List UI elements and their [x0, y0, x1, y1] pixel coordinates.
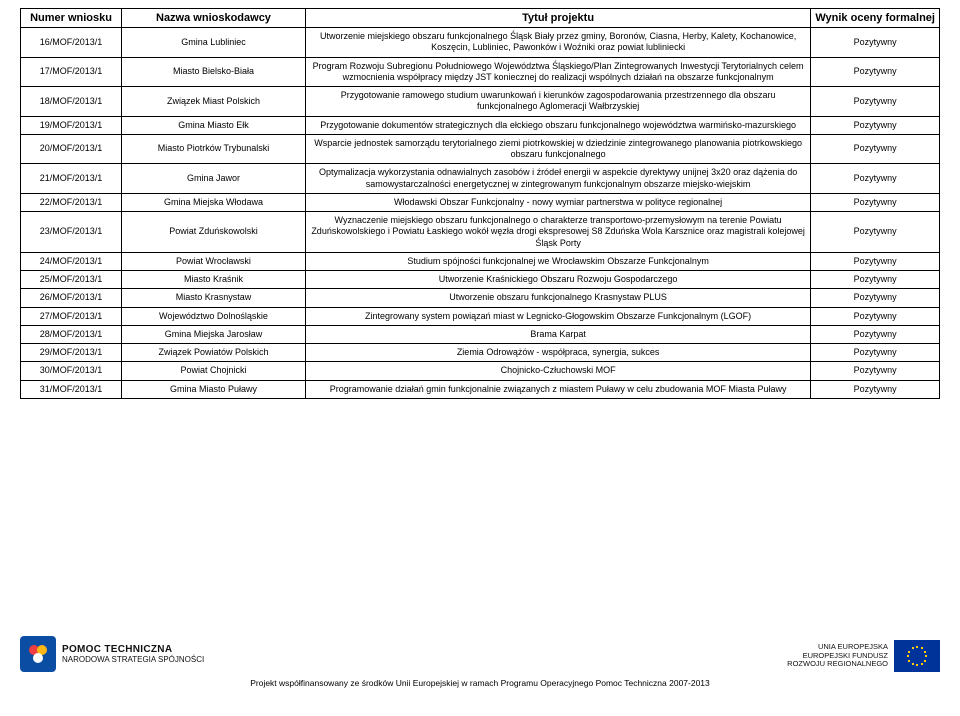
cell-num: 30/MOF/2013/1: [21, 362, 122, 380]
pt-logo-text: POMOC TECHNICZNA NARODOWA STRATEGIA SPÓJ…: [62, 644, 204, 665]
col-header-name: Nazwa wnioskodawcy: [122, 9, 306, 28]
table-row: 26/MOF/2013/1Miasto KrasnystawUtworzenie…: [21, 289, 940, 307]
cell-name: Powiat Chojnicki: [122, 362, 306, 380]
table-row: 29/MOF/2013/1Związek Powiatów PolskichZi…: [21, 344, 940, 362]
cell-title: Przygotowanie dokumentów strategicznych …: [305, 116, 810, 134]
cell-title: Wyznaczenie miejskiego obszaru funkcjona…: [305, 212, 810, 253]
cell-result: Pozytywny: [811, 57, 940, 87]
cell-result: Pozytywny: [811, 134, 940, 164]
cell-title: Chojnicko-Człuchowski MOF: [305, 362, 810, 380]
col-header-title: Tytuł projektu: [305, 9, 810, 28]
table-row: 30/MOF/2013/1Powiat ChojnickiChojnicko-C…: [21, 362, 940, 380]
cell-num: 26/MOF/2013/1: [21, 289, 122, 307]
cell-title: Utworzenie Kraśnickiego Obszaru Rozwoju …: [305, 271, 810, 289]
cell-name: Gmina Miasto Ełk: [122, 116, 306, 134]
cell-num: 31/MOF/2013/1: [21, 380, 122, 398]
footer-logos: POMOC TECHNICZNA NARODOWA STRATEGIA SPÓJ…: [20, 636, 940, 672]
table-row: 19/MOF/2013/1Gmina Miasto EłkPrzygotowan…: [21, 116, 940, 134]
cell-name: Związek Powiatów Polskich: [122, 344, 306, 362]
pt-logo-bot: NARODOWA STRATEGIA SPÓJNOŚCI: [62, 655, 204, 664]
cell-title: Brama Karpat: [305, 325, 810, 343]
table-row: 25/MOF/2013/1Miasto KraśnikUtworzenie Kr…: [21, 271, 940, 289]
cell-num: 27/MOF/2013/1: [21, 307, 122, 325]
cell-name: Miasto Kraśnik: [122, 271, 306, 289]
table-row: 18/MOF/2013/1Związek Miast PolskichPrzyg…: [21, 87, 940, 117]
page: Numer wniosku Nazwa wnioskodawcy Tytuł p…: [0, 0, 960, 399]
table-row: 24/MOF/2013/1Powiat WrocławskiStudium sp…: [21, 252, 940, 270]
cell-result: Pozytywny: [811, 307, 940, 325]
table-row: 20/MOF/2013/1Miasto Piotrków Trybunalski…: [21, 134, 940, 164]
cell-num: 29/MOF/2013/1: [21, 344, 122, 362]
cell-result: Pozytywny: [811, 164, 940, 194]
table-row: 22/MOF/2013/1Gmina Miejska WłodawaWłodaw…: [21, 193, 940, 211]
cell-result: Pozytywny: [811, 325, 940, 343]
eu-text-3: ROZWOJU REGIONALNEGO: [787, 660, 888, 669]
cell-result: Pozytywny: [811, 380, 940, 398]
cell-num: 25/MOF/2013/1: [21, 271, 122, 289]
logo-pomoc-techniczna: POMOC TECHNICZNA NARODOWA STRATEGIA SPÓJ…: [20, 636, 204, 672]
cell-title: Przygotowanie ramowego studium uwarunkow…: [305, 87, 810, 117]
logo-eu: UNIA EUROPEJSKA EUROPEJSKI FUNDUSZ ROZWO…: [787, 640, 940, 672]
cell-num: 22/MOF/2013/1: [21, 193, 122, 211]
table-row: 17/MOF/2013/1Miasto Bielsko-BiałaProgram…: [21, 57, 940, 87]
cell-name: Miasto Krasnystaw: [122, 289, 306, 307]
cell-name: Powiat Zduńskowolski: [122, 212, 306, 253]
col-header-num: Numer wniosku: [21, 9, 122, 28]
cell-name: Miasto Bielsko-Biała: [122, 57, 306, 87]
table-row: 23/MOF/2013/1Powiat ZduńskowolskiWyznacz…: [21, 212, 940, 253]
cell-num: 20/MOF/2013/1: [21, 134, 122, 164]
cell-result: Pozytywny: [811, 271, 940, 289]
cell-name: Gmina Lubliniec: [122, 28, 306, 58]
col-header-result: Wynik oceny formalnej: [811, 9, 940, 28]
cell-result: Pozytywny: [811, 289, 940, 307]
cell-result: Pozytywny: [811, 28, 940, 58]
cell-title: Ziemia Odrowążów - współpraca, synergia,…: [305, 344, 810, 362]
table-row: 31/MOF/2013/1Gmina Miasto PuławyProgramo…: [21, 380, 940, 398]
cell-num: 21/MOF/2013/1: [21, 164, 122, 194]
pt-logo-icon: [20, 636, 56, 672]
cell-title: Zintegrowany system powiązań miast w Leg…: [305, 307, 810, 325]
footer-cofinance-line: Projekt współfinansowany ze środków Unii…: [20, 678, 940, 688]
cell-title: Włodawski Obszar Funkcjonalny - nowy wym…: [305, 193, 810, 211]
cell-num: 28/MOF/2013/1: [21, 325, 122, 343]
footer: POMOC TECHNICZNA NARODOWA STRATEGIA SPÓJ…: [0, 636, 960, 716]
cell-title: Program Rozwoju Subregionu Południowego …: [305, 57, 810, 87]
cell-result: Pozytywny: [811, 87, 940, 117]
cell-name: Gmina Miejska Jarosław: [122, 325, 306, 343]
cell-result: Pozytywny: [811, 362, 940, 380]
cell-result: Pozytywny: [811, 212, 940, 253]
eu-logo-text: UNIA EUROPEJSKA EUROPEJSKI FUNDUSZ ROZWO…: [787, 643, 888, 669]
table-header-row: Numer wniosku Nazwa wnioskodawcy Tytuł p…: [21, 9, 940, 28]
cell-title: Programowanie działań gmin funkcjonalnie…: [305, 380, 810, 398]
cell-result: Pozytywny: [811, 193, 940, 211]
cell-title: Optymalizacja wykorzystania odnawialnych…: [305, 164, 810, 194]
table-row: 16/MOF/2013/1Gmina LubliniecUtworzenie m…: [21, 28, 940, 58]
cell-result: Pozytywny: [811, 116, 940, 134]
cell-name: Gmina Jawor: [122, 164, 306, 194]
eu-flag-icon: [894, 640, 940, 672]
cell-num: 24/MOF/2013/1: [21, 252, 122, 270]
cell-title: Utworzenie miejskiego obszaru funkcjonal…: [305, 28, 810, 58]
pt-logo-top: POMOC TECHNICZNA: [62, 644, 204, 656]
cell-title: Studium spójności funkcjonalnej we Wrocł…: [305, 252, 810, 270]
cell-num: 16/MOF/2013/1: [21, 28, 122, 58]
cell-name: Województwo Dolnośląskie: [122, 307, 306, 325]
cell-num: 19/MOF/2013/1: [21, 116, 122, 134]
cell-num: 23/MOF/2013/1: [21, 212, 122, 253]
cell-name: Gmina Miasto Puławy: [122, 380, 306, 398]
cell-result: Pozytywny: [811, 252, 940, 270]
table-row: 28/MOF/2013/1Gmina Miejska JarosławBrama…: [21, 325, 940, 343]
cell-num: 17/MOF/2013/1: [21, 57, 122, 87]
cell-name: Gmina Miejska Włodawa: [122, 193, 306, 211]
cell-title: Wsparcie jednostek samorządu terytorialn…: [305, 134, 810, 164]
cell-result: Pozytywny: [811, 344, 940, 362]
table-row: 21/MOF/2013/1Gmina JaworOptymalizacja wy…: [21, 164, 940, 194]
cell-num: 18/MOF/2013/1: [21, 87, 122, 117]
applications-table: Numer wniosku Nazwa wnioskodawcy Tytuł p…: [20, 8, 940, 399]
cell-name: Miasto Piotrków Trybunalski: [122, 134, 306, 164]
table-row: 27/MOF/2013/1Województwo DolnośląskieZin…: [21, 307, 940, 325]
cell-name: Związek Miast Polskich: [122, 87, 306, 117]
cell-name: Powiat Wrocławski: [122, 252, 306, 270]
cell-title: Utworzenie obszaru funkcjonalnego Krasny…: [305, 289, 810, 307]
